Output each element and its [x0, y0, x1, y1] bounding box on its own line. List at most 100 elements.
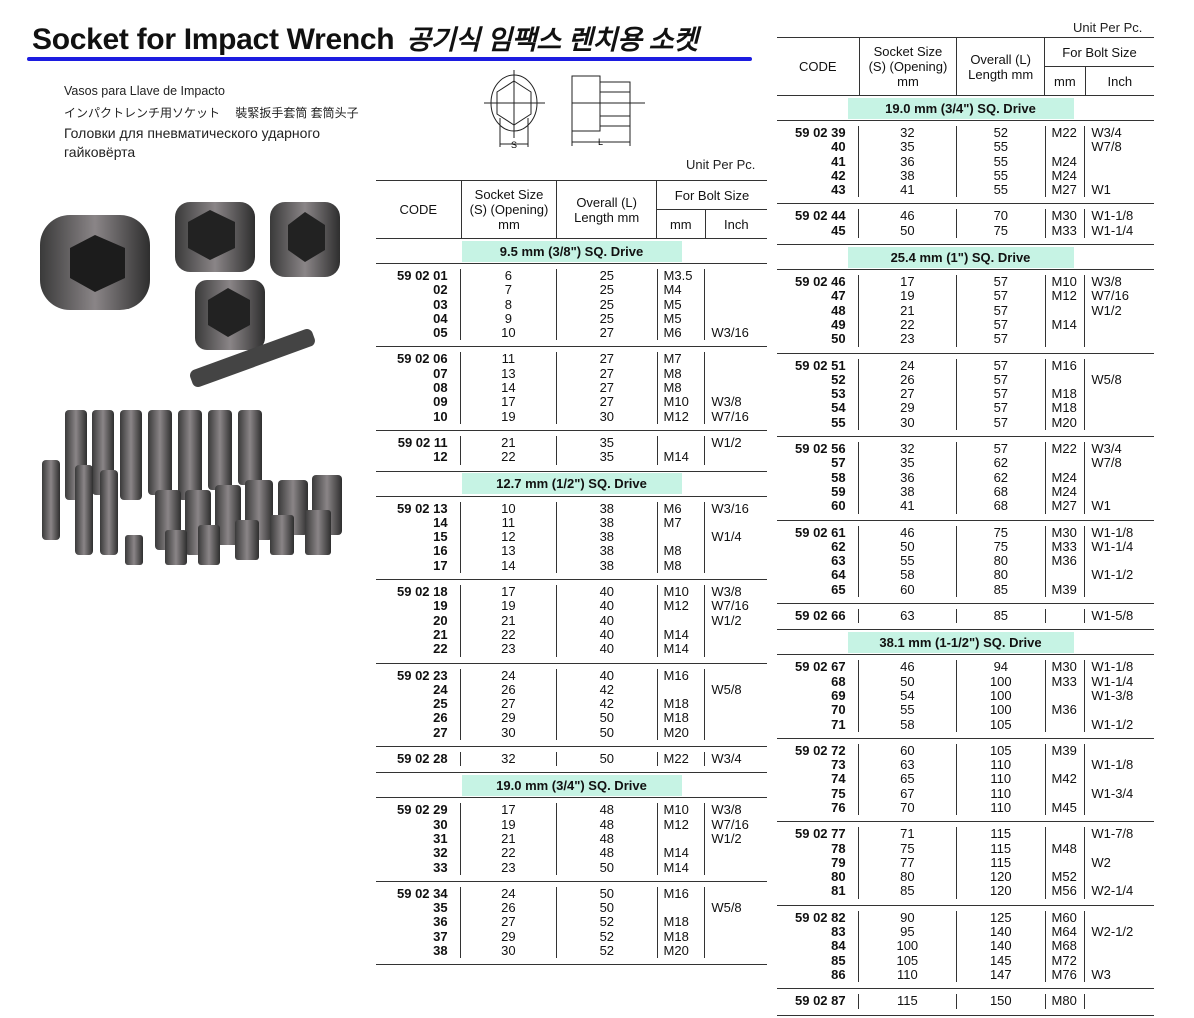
cell-code: 42: [831, 167, 846, 183]
cell-bolt-mm: M56: [1051, 883, 1077, 899]
cell-overall-length: 35: [599, 449, 615, 465]
cell-bolt-inch: W2: [1091, 854, 1111, 870]
cell-bolt-mm: M14: [663, 641, 689, 657]
cell-code: 47: [831, 288, 846, 304]
cell-bolt-inch: W3/4: [1091, 125, 1122, 140]
column-code: 59 02 51 52 53 54 55: [777, 358, 859, 431]
cell-code: 53: [831, 386, 846, 402]
cell-bolt-mm: M27: [1051, 498, 1077, 514]
cell-overall-length: 120: [989, 883, 1012, 899]
title-korean: 공기식 임팩스 렌치용 소켓: [406, 25, 698, 55]
cell-bolt-mm: M8: [663, 543, 682, 559]
column-code: 59 02 61 62 63 64 65: [777, 525, 859, 598]
cell-socket-size: 14: [501, 557, 516, 573]
cell-socket-size: 12: [501, 529, 516, 545]
cell-socket-size: 10: [501, 500, 516, 516]
product-group: 59 02 46 47 48 49 50 17 19 21 22 23 57 57 57 57 57 M10 M…: [777, 270, 1154, 354]
cell-bolt-inch: [711, 642, 767, 656]
column-bolt-inch: W3/16 W1/4: [705, 501, 767, 573]
column-overall-length: 150: [957, 993, 1046, 1009]
cell-overall-length: 55: [993, 182, 1009, 198]
cell-code: 33: [433, 859, 448, 875]
cell-socket-size: 32: [900, 441, 915, 457]
header-inch: Inch: [1107, 73, 1133, 89]
cell-socket-size: 38: [900, 167, 915, 183]
cell-socket-size: 8: [504, 296, 512, 312]
cell-code: 59 02 34: [397, 885, 448, 901]
cell-overall-length: 125: [989, 909, 1012, 925]
cell-overall-length: 52: [993, 125, 1009, 140]
cell-overall-length: 57: [993, 414, 1009, 430]
cell-overall-length: 42: [599, 681, 615, 697]
cell-code: 27: [433, 724, 448, 740]
cell-socket-size: 41: [900, 498, 915, 514]
cell-overall-length: 50: [599, 724, 615, 740]
cell-socket-size: 11: [501, 514, 516, 530]
cell-bolt-mm: M72: [1051, 952, 1077, 968]
cell-socket-size: 11: [501, 351, 516, 367]
cell-socket-size: 13: [501, 543, 516, 559]
cell-socket-size: 50: [900, 222, 915, 238]
cell-overall-length: 100: [989, 702, 1012, 718]
cell-socket-size: 110: [896, 966, 918, 982]
column-overall-length: 50 50 52 52 52: [557, 886, 658, 959]
column-bolt-mm: M30 M33 M36: [1046, 660, 1086, 732]
cell-overall-length: 25: [599, 296, 615, 312]
cell-code: 16: [433, 543, 448, 559]
product-group: 59 02 23 24 25 26 27 24 26 27 29 30 40 42 42 50 50 M16 M…: [376, 664, 767, 748]
cell-bolt-mm: M6: [663, 325, 682, 341]
product-group: 59 02 56 57 58 59 60 32 35 36 38 41 57 62 62 68 68 M22 M…: [777, 437, 1154, 521]
header-bolt-size: For Bolt Size mm Inch: [1045, 38, 1155, 95]
cell-socket-size: 17: [501, 802, 516, 818]
cell-code: 60: [831, 498, 846, 514]
cell-socket-size: 10: [501, 325, 516, 341]
cell-bolt-mm: [1052, 609, 1085, 623]
cell-socket-size: 19: [501, 598, 516, 614]
table-header: CODE Socket Size (S) (Opening) mm Overall …: [777, 37, 1155, 96]
unit-label-right: Unit Per Pc.: [1073, 20, 1143, 35]
cell-bolt-inch: [1091, 703, 1154, 717]
cell-code: 59 02 44: [795, 208, 846, 224]
header-bolt-sub: mm Inch: [1045, 67, 1154, 95]
cell-socket-size: 63: [900, 757, 915, 773]
cell-bolt-mm: M20: [663, 724, 689, 740]
cell-overall-length: 38: [599, 500, 615, 516]
cell-code: 35: [433, 900, 448, 916]
column-socket-size: 46 50: [859, 209, 958, 239]
column-socket-size: 32: [461, 751, 558, 767]
column-overall-length: 40 40 40 40 40: [557, 584, 658, 657]
cell-overall-length: 27: [599, 351, 615, 367]
product-group: 59 02 87 115 150 M80: [777, 989, 1154, 1016]
title-underline: [27, 57, 752, 61]
header-bolt-size: For Bolt Size mm Inch: [657, 181, 767, 238]
cell-bolt-mm: M45: [1051, 799, 1077, 815]
column-bolt-mm: M16 M18 M18 M20: [658, 886, 706, 959]
cell-socket-size: 36: [900, 153, 915, 169]
cell-bolt-inch: W1-7/8: [1091, 826, 1134, 842]
cell-bolt-inch: [711, 516, 767, 530]
drive-size-label: 38.1 mm (1-1/2") SQ. Drive: [847, 631, 1074, 653]
column-socket-size: 17 19 21 22 23: [461, 802, 558, 875]
cell-bolt-inch: W1/2: [711, 434, 742, 450]
cell-socket-size: 26: [501, 681, 516, 697]
cell-socket-size: 27: [900, 386, 915, 402]
cell-socket-size: 22: [900, 316, 915, 332]
column-bolt-mm: M22 M24 M24 M27: [1046, 441, 1086, 514]
drive-section-band: 19.0 mm (3/4") SQ. Drive: [777, 96, 1154, 121]
cell-overall-length: 40: [599, 667, 615, 683]
drive-size-label: 19.0 mm (3/4") SQ. Drive: [847, 97, 1074, 119]
cell-bolt-inch: [711, 544, 767, 558]
cell-code: 76: [831, 799, 846, 815]
cell-socket-size: 85: [900, 883, 915, 899]
column-bolt-mm: M10 M12 M14 M14: [658, 803, 706, 875]
product-group: 59 02 18 19 20 21 22 17 19 21 22 23 40 40 40 40 40 M10 M…: [376, 580, 767, 664]
header-overall-length: Overall (L) Length mm: [957, 38, 1046, 95]
cell-overall-length: 57: [993, 274, 1009, 290]
column-overall-length: 125 140 140 145 147: [957, 909, 1046, 983]
cell-bolt-inch: [1091, 583, 1154, 597]
column-overall-length: 70 75: [957, 209, 1046, 239]
cell-bolt-inch: [1091, 155, 1154, 169]
cell-code: 59 02 56: [795, 441, 846, 457]
column-socket-size: 21 22: [461, 435, 558, 465]
cell-overall-length: 68: [993, 498, 1009, 514]
